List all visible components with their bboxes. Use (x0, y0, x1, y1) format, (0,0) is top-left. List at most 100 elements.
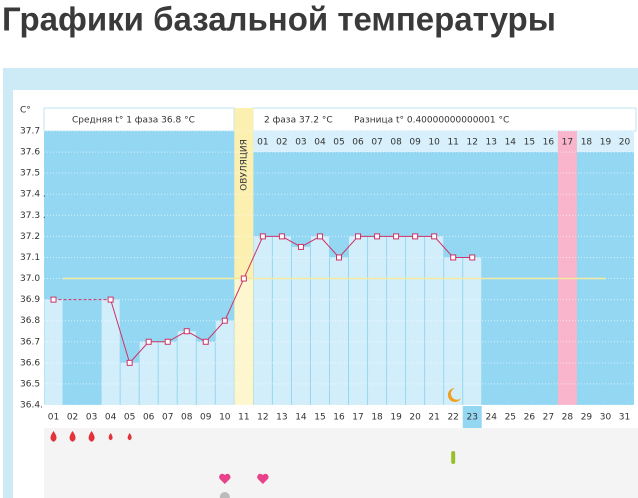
x-tick-label: 28 (562, 413, 574, 423)
x-tick-label: 24 (486, 413, 498, 423)
y-tick-label: 37.6 (20, 148, 40, 158)
heart-icon (219, 473, 231, 484)
x-tick-label: 11 (238, 413, 249, 423)
x-tick-label: 13 (276, 413, 287, 423)
y-tick-label: 37.3 . (20, 211, 46, 221)
point (126, 359, 133, 366)
x-tick-label: 01 (48, 413, 59, 423)
phase2-day-label: 15 (524, 138, 535, 148)
y-tick-label: 36.6 (20, 358, 40, 368)
phase2-day-label: 06 (352, 138, 364, 148)
point (393, 233, 400, 240)
x-tick-label: 26 (524, 413, 536, 423)
bar (291, 246, 310, 405)
bar (349, 236, 368, 405)
point (183, 328, 190, 335)
blood-drop (69, 431, 76, 442)
x-tick-label: 09 (200, 413, 212, 423)
phase2-day-label: 05 (333, 138, 344, 148)
green-mark (451, 451, 456, 464)
x-tick-label: 07 (162, 413, 173, 423)
temperature-line (110, 235, 473, 364)
point (164, 338, 171, 345)
point (374, 233, 381, 240)
point (278, 233, 285, 240)
y-axis-label: C° (20, 106, 31, 116)
x-tick-label: 14 (295, 413, 307, 423)
bar (177, 331, 196, 405)
bar (139, 341, 158, 405)
phase2-day-label: 13 (486, 138, 497, 148)
bar (101, 299, 120, 405)
x-tick-label: 04 (105, 413, 117, 423)
bar (234, 278, 253, 405)
phase2-day-label: 17 (562, 138, 573, 148)
phase2-day-label: 08 (390, 138, 402, 148)
blood-drop (127, 433, 132, 441)
heart-icon (257, 473, 269, 484)
highlight-column (557, 131, 577, 405)
y-tick-label: 37.2 (20, 232, 40, 242)
y-tick-label: 36.9 (20, 295, 40, 305)
y-tick-label: 37.4 . (20, 190, 46, 200)
x-tick-label: 23 (466, 413, 477, 423)
blood-drop (88, 431, 95, 442)
x-tick-label: 30 (600, 413, 612, 423)
x-tick-label: 29 (581, 413, 593, 423)
phase2-day-label: 11 (447, 138, 458, 148)
bar (406, 236, 425, 405)
bar (329, 257, 349, 405)
bar (158, 341, 177, 405)
point (240, 275, 247, 282)
x-tick-label: 02 (67, 413, 78, 423)
x-tick-label: 06 (143, 413, 155, 423)
phase2-day-label: 18 (581, 138, 593, 148)
point (107, 296, 114, 303)
blood-drop (108, 433, 113, 441)
y-tick-label: 36.4. (20, 401, 43, 411)
phase2-day-label: 16 (543, 138, 555, 148)
phase1-label: Средняя t° 1 фаза 36.8 °C (72, 116, 195, 126)
point (202, 338, 209, 345)
point (469, 254, 476, 261)
phase2-day-label: 09 (409, 138, 421, 148)
x-tick-label: 27 (543, 413, 554, 423)
x-tick-label: 18 (371, 413, 383, 423)
point (336, 254, 342, 261)
point (259, 233, 266, 240)
x-tick-label: 15 (314, 413, 325, 423)
y-tick-label: 36.5 (20, 379, 40, 389)
phase2-day-label: 14 (505, 138, 517, 148)
y-tick-label: 37.7 (20, 127, 40, 137)
phase2-day-label: 04 (314, 138, 326, 148)
x-tick-label: 05 (124, 413, 135, 423)
y-tick-label: 37.0 (20, 274, 40, 284)
phase2-day-label: 10 (428, 138, 440, 148)
point (412, 233, 419, 240)
phase2-day-label: 07 (371, 138, 382, 148)
bar (463, 257, 482, 405)
phase2-day-label: 03 (295, 138, 306, 148)
phase2-label: 2 фаза 37.2 °C (264, 116, 333, 126)
bar (196, 341, 215, 405)
page-title: Графики базальной температуры (2, 1, 556, 38)
phase2-day-label: 20 (619, 138, 631, 148)
y-tick-label: 36.8 (20, 316, 40, 326)
x-tick-label: 19 (390, 413, 402, 423)
point (450, 254, 457, 261)
phase2-day-label: 02 (276, 138, 287, 148)
x-tick-label: 10 (219, 413, 231, 423)
bar (44, 299, 63, 405)
current-day-highlight (462, 406, 482, 428)
point (297, 243, 304, 250)
moon-icon (447, 387, 462, 402)
x-tick-label: 22 (447, 413, 458, 423)
y-tick-label: 37.1 (20, 253, 40, 263)
x-tick-label: 31 (619, 413, 630, 423)
point (431, 233, 438, 240)
x-tick-label: 08 (181, 413, 193, 423)
x-tick-label: 21 (428, 413, 439, 423)
difference-label: Разница t° 0.40000000000001 °C (354, 116, 509, 126)
x-tick-label: 16 (333, 413, 345, 423)
